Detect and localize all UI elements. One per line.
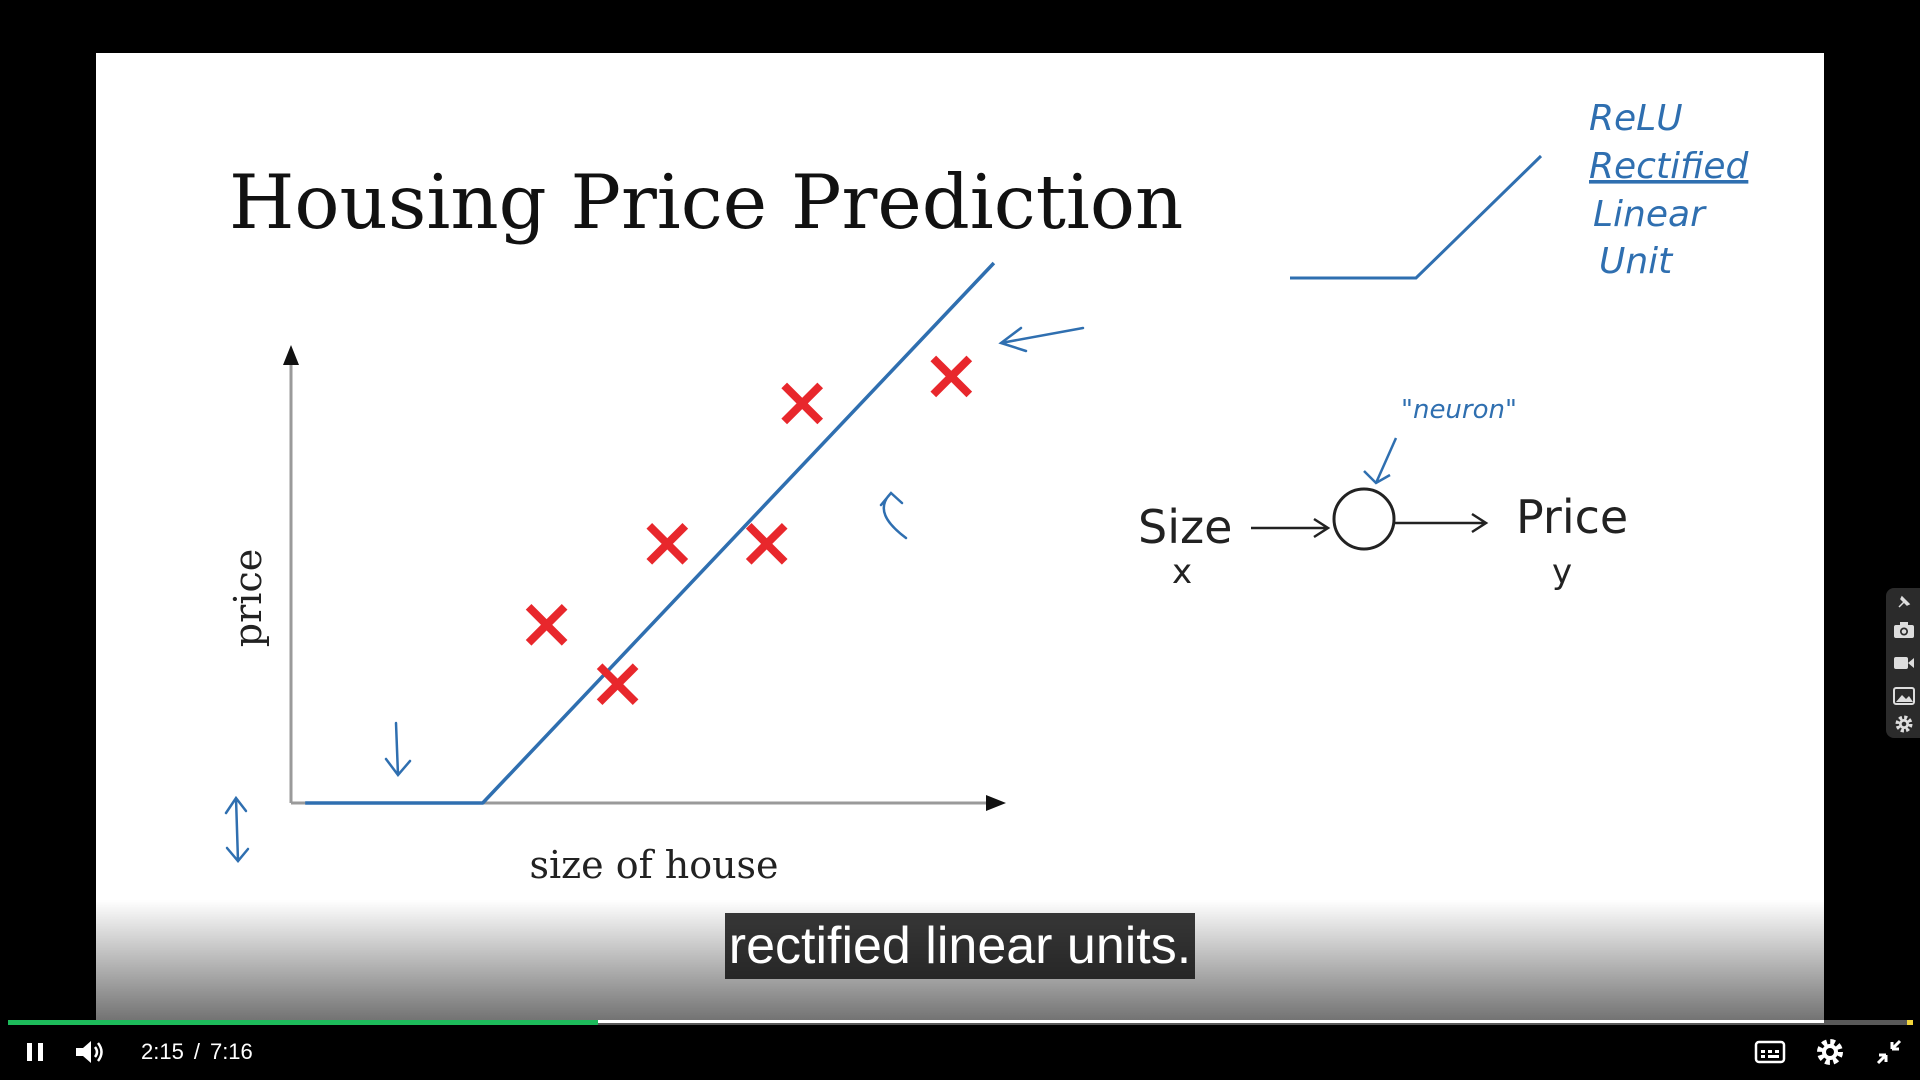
volume-icon [76,1041,103,1063]
current-time: 2:15 [141,1039,184,1064]
video-camera-icon[interactable] [1892,651,1916,675]
captions-icon [1754,1040,1786,1064]
volume-button[interactable] [72,1037,108,1067]
time-separator: / [193,1039,200,1064]
double-arrow-icon [224,795,250,863]
data-point-marker [930,355,973,398]
progress-end-marker [1907,1020,1913,1025]
x-axis-arrow [986,795,1006,811]
player-controls: 2:15 / 7:16 [0,1025,1920,1080]
pause-icon [27,1043,43,1061]
extension-toolbar [1886,588,1920,738]
captions-button[interactable] [1752,1037,1788,1067]
progress-bar[interactable] [8,1020,1913,1025]
input-arrow-icon [1251,517,1331,539]
neuron-diagram: "neuron" Size x Price y [1138,395,1628,592]
hook-arrow-icon [879,491,908,540]
data-point-marker [525,603,568,646]
input-var: x [1172,552,1192,592]
exit-fullscreen-icon [1876,1039,1902,1065]
down-arrow-icon [384,721,412,777]
neuron-label: "neuron" [1401,395,1517,425]
data-point-marker [646,522,689,565]
neuron-pointer-arrow-icon [1363,437,1398,485]
relu-fit-line [305,261,996,805]
duration: 7:16 [209,1039,253,1064]
input-label: Size [1138,500,1232,554]
exit-fullscreen-button[interactable] [1872,1036,1906,1068]
neuron-node [1332,487,1396,551]
y-axis-label: price [226,549,270,647]
output-label: Price [1516,490,1628,544]
left-arrow-icon [998,326,1085,353]
data-point-marker [596,663,639,706]
gear-icon[interactable] [1892,712,1916,736]
gear-icon [1817,1039,1843,1065]
plot-area [305,261,996,805]
output-arrow-icon [1394,512,1489,534]
pin-icon[interactable] [1892,590,1916,614]
relu-label-unit: Unit [1599,241,1674,282]
settings-button[interactable] [1813,1036,1847,1068]
relu-label-rectified: Rectified [1589,146,1749,187]
progress-played [8,1020,599,1025]
gallery-icon[interactable] [1892,684,1916,708]
relu-curve [1290,154,1543,280]
data-point-marker [745,522,788,565]
time-display: 2:15 / 7:16 [141,1039,253,1065]
slide-canvas: Housing Price Prediction price size of h… [224,98,1749,887]
hand-annotations [224,326,1085,863]
output-var: y [1552,552,1572,592]
slide-title: Housing Price Prediction [229,158,1183,246]
relu-sketch: ReLU Rectified Linear Unit [1290,98,1749,282]
x-axis-label: size of house [529,843,778,887]
camera-icon[interactable] [1892,618,1916,642]
chart-axes [283,345,1006,811]
video-frame[interactable]: Housing Price Prediction price size of h… [96,53,1824,1023]
pause-button[interactable] [20,1037,50,1067]
relu-label-linear: Linear [1593,194,1707,235]
data-point-marker [781,382,824,425]
y-axis-arrow [283,345,299,365]
relu-label: ReLU [1589,98,1683,139]
